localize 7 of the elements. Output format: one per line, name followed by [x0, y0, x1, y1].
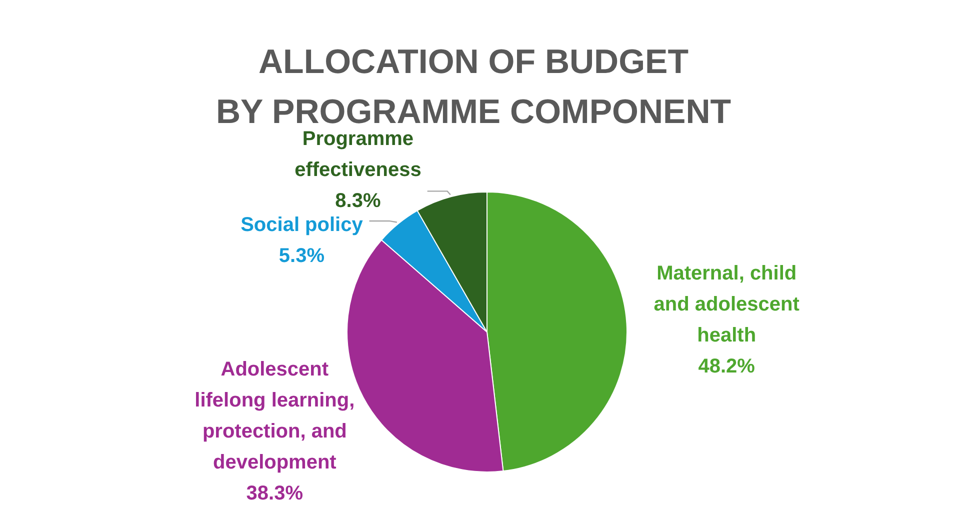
data-label: 38.3%	[246, 482, 304, 504]
slice-label: Social policy	[240, 214, 364, 236]
slice-label: Adolescent lifelong learning, protection, and development	[194, 358, 355, 474]
slice-label: Maternal, child and adolescent health	[654, 262, 800, 346]
data-label: 8.3%	[335, 190, 381, 212]
data-label: 5.3%	[278, 245, 325, 268]
data-label: 48.2%	[698, 355, 756, 378]
